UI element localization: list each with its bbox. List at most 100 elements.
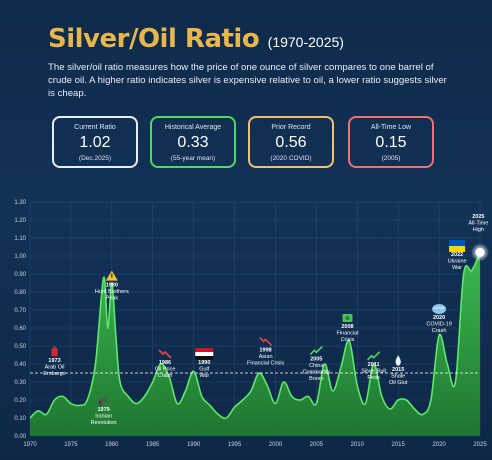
- data-point: [414, 408, 415, 409]
- card-historical-average: Historical Average 0.33 (55-year mean): [150, 116, 236, 168]
- data-point: [152, 381, 153, 382]
- x-tick-label: 2020: [432, 442, 446, 448]
- mask-icon: [432, 304, 447, 314]
- data-point: [87, 399, 88, 400]
- card-note: (2020 COVID): [270, 155, 312, 162]
- data-point: [389, 408, 390, 409]
- annotation-year: 1980: [106, 283, 118, 289]
- annotation-text: High: [473, 227, 484, 233]
- card-value: 1.02: [79, 134, 111, 151]
- data-point: [38, 410, 39, 411]
- data-point: [365, 403, 366, 404]
- data-point: [438, 335, 439, 336]
- annotation-year: 2015: [392, 367, 404, 373]
- annotation-text: Gulf: [199, 367, 210, 373]
- chart-down-icon: [259, 336, 273, 346]
- annotation-text: Boom: [309, 376, 324, 382]
- annotation-year: 2022: [451, 252, 463, 258]
- annotation-year: 2020: [433, 315, 445, 321]
- y-tick-label: 0.60: [14, 326, 26, 332]
- annotation-text: Oil Glut: [389, 380, 408, 386]
- chart-area-layer: [29, 243, 489, 436]
- data-point: [463, 273, 464, 274]
- area-fill: [30, 252, 480, 436]
- y-tick-label: 0.90: [14, 272, 26, 278]
- data-point: [95, 363, 96, 364]
- data-point: [447, 363, 448, 364]
- data-point: [185, 390, 186, 391]
- annotation-year: 2011: [368, 362, 380, 368]
- annotation-text: Asian: [259, 354, 273, 360]
- data-point: [357, 385, 358, 386]
- x-tick-label: 2005: [310, 442, 324, 448]
- annotation-text: All-Time: [468, 221, 488, 227]
- description: The silver/oil ratio measures how the pr…: [48, 62, 447, 99]
- data-point: [316, 403, 317, 404]
- chart-down-icon: [158, 349, 172, 359]
- annotation-text: Hunt Brothers: [95, 289, 129, 295]
- card-all-time-low: All-Time Low 0.15 (2005): [348, 116, 434, 168]
- data-point: [308, 396, 309, 397]
- annotation-text: Arab Oil: [45, 365, 65, 371]
- annotation-text: Embargo: [43, 371, 65, 377]
- annotation-year: 2008: [341, 324, 353, 330]
- annotation-text: COVID-19: [426, 322, 451, 328]
- data-point: [340, 367, 341, 368]
- annotation-text: Iranian: [95, 413, 112, 419]
- data-point: [29, 417, 30, 418]
- data-point: [258, 372, 259, 373]
- data-point: [54, 399, 55, 400]
- data-point: [406, 399, 407, 400]
- data-point: [283, 381, 284, 382]
- annotation-year: 1979: [98, 407, 110, 413]
- y-tick-label: 1.10: [14, 236, 26, 242]
- x-tick-label: 1975: [64, 442, 78, 448]
- card-note: (Dec.2025): [78, 155, 112, 162]
- x-tick-label: 1995: [228, 442, 242, 448]
- data-point: [103, 277, 104, 278]
- data-point: [128, 396, 129, 397]
- x-tick-label: 2015: [392, 442, 406, 448]
- data-point: [218, 414, 219, 415]
- data-point: [422, 414, 423, 415]
- fuel-can-icon: [51, 346, 58, 357]
- chart-up-icon: [367, 351, 381, 361]
- annotation-text: Financial: [336, 331, 358, 337]
- y-tick-label: 1.30: [14, 200, 26, 206]
- data-point: [242, 399, 243, 400]
- data-point: [144, 396, 145, 397]
- data-point: [62, 396, 63, 397]
- annotation-text: Crisis: [341, 337, 355, 343]
- y-tick-label: 0.70: [14, 308, 26, 314]
- data-point: [299, 399, 300, 400]
- x-tick-label: 2010: [351, 442, 365, 448]
- y-tick-label: 0.80: [14, 290, 26, 296]
- money-icon: [342, 314, 353, 322]
- drop-icon: [395, 355, 401, 367]
- data-point: [46, 414, 47, 415]
- card-prior-record: Prior Record 0.56 (2020 COVID): [248, 116, 334, 168]
- chart-ticks: 0.00 0.10 0.20 0.30 0.40 0.50 0.60 0.70 0.80 0.90…: [14, 200, 487, 448]
- data-point: [471, 270, 472, 271]
- card-current-ratio: Current Ratio 1.02 (Dec.2025): [52, 116, 138, 168]
- title-range: (1970-2025): [267, 34, 344, 50]
- annotation-text: Revolution: [91, 420, 117, 426]
- y-tick-label: 0.00: [14, 434, 26, 440]
- annotation-text: Shale: [391, 374, 405, 380]
- data-point: [398, 399, 399, 400]
- annotation-text: Peak: [367, 375, 380, 381]
- data-point: [455, 381, 456, 382]
- annotation-text: War: [452, 265, 462, 271]
- annotation-year: 1973: [48, 358, 60, 364]
- chart-up-icon: [309, 345, 323, 355]
- y-tick-label: 0.40: [14, 362, 26, 368]
- annotation-year: 1986: [159, 360, 171, 366]
- card-label: Historical Average: [164, 124, 222, 131]
- annotation-text: Crash: [158, 373, 173, 379]
- annotation-year: 2005: [310, 356, 322, 362]
- annotation-text: Peak: [106, 296, 119, 302]
- card-value: 0.33: [177, 134, 209, 151]
- series-line: [29, 252, 481, 420]
- y-tick-label: 0.10: [14, 416, 26, 422]
- data-point: [177, 403, 178, 404]
